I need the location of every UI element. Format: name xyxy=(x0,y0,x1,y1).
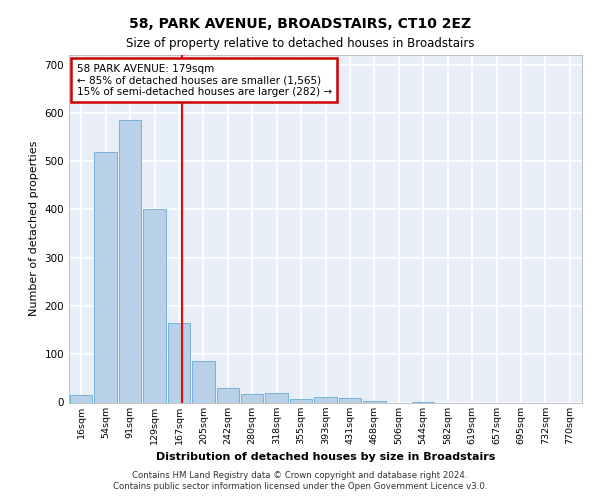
Bar xyxy=(363,401,386,402)
Bar xyxy=(265,393,288,402)
Text: Contains public sector information licensed under the Open Government Licence v3: Contains public sector information licen… xyxy=(113,482,487,491)
Text: 58, PARK AVENUE, BROADSTAIRS, CT10 2EZ: 58, PARK AVENUE, BROADSTAIRS, CT10 2EZ xyxy=(129,18,471,32)
Bar xyxy=(338,398,361,402)
Bar xyxy=(241,394,263,402)
Bar xyxy=(167,323,190,402)
Bar xyxy=(192,362,215,403)
Text: 58 PARK AVENUE: 179sqm
← 85% of detached houses are smaller (1,565)
15% of semi-: 58 PARK AVENUE: 179sqm ← 85% of detached… xyxy=(77,64,332,97)
Bar xyxy=(290,398,313,402)
Bar xyxy=(314,396,337,402)
Bar xyxy=(143,210,166,402)
Bar xyxy=(70,396,92,402)
Bar xyxy=(119,120,142,403)
X-axis label: Distribution of detached houses by size in Broadstairs: Distribution of detached houses by size … xyxy=(156,452,495,462)
Bar xyxy=(94,152,117,402)
Text: Contains HM Land Registry data © Crown copyright and database right 2024.: Contains HM Land Registry data © Crown c… xyxy=(132,471,468,480)
Y-axis label: Number of detached properties: Number of detached properties xyxy=(29,141,39,316)
Text: Size of property relative to detached houses in Broadstairs: Size of property relative to detached ho… xyxy=(126,38,474,51)
Bar xyxy=(217,388,239,402)
